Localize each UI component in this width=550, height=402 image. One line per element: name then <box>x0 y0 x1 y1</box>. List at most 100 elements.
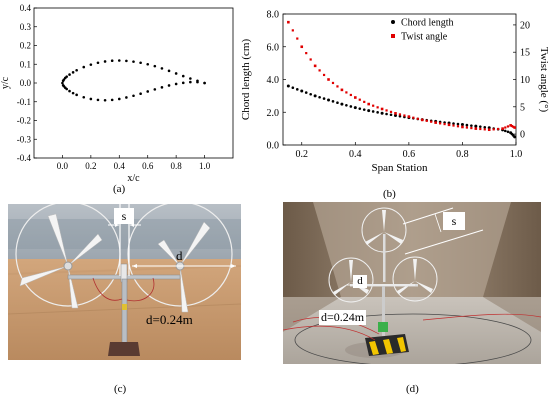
airfoil-point <box>153 64 157 68</box>
chord-length-point <box>349 105 353 108</box>
y-tick-label: -0.2 <box>17 116 31 126</box>
twist-angle-point <box>510 124 514 128</box>
twist-angle-point <box>389 110 393 113</box>
x-tick-label: 0.0 <box>57 161 69 171</box>
twist-angle-point <box>439 122 442 125</box>
airfoil-point <box>89 97 93 101</box>
y-tick-label: -0.4 <box>17 153 32 163</box>
twist-angle-point <box>470 126 473 130</box>
twist-angle-point <box>461 125 464 129</box>
twist-angle-point <box>398 113 402 116</box>
y2-tick-label: 20 <box>520 20 530 31</box>
twist-angle-point <box>376 106 379 109</box>
chord-length-point <box>300 89 304 93</box>
x-tick-label: 0.8 <box>456 149 469 160</box>
panel-d-label: (d) <box>406 383 419 395</box>
panel-a-label: (a) <box>113 183 126 195</box>
twist-angle-point <box>354 96 357 99</box>
twist-angle-point <box>506 125 510 128</box>
chord-length-point <box>340 102 344 106</box>
airfoil-point <box>75 68 78 72</box>
turbine-model-photo: s d d=0.24m <box>8 204 241 360</box>
diameter-d-label: d <box>353 275 367 288</box>
airfoil-point <box>139 61 142 65</box>
chord-twist-chart: 0.2 0.4 0.6 0.8 1.0 0.0 2.0 4.0 6.0 8.0 0 5 10 15 20 Sp… <box>240 10 550 175</box>
airfoil-point <box>132 94 135 98</box>
chord-length-point <box>318 95 321 99</box>
chord-length-point <box>345 103 348 107</box>
distance-label: d=0.24m <box>319 310 367 325</box>
x-tick-label: 0.2 <box>295 149 308 160</box>
chord-length-point <box>353 106 357 110</box>
y-tick-label: -0.1 <box>17 97 31 107</box>
airfoil-point <box>82 95 86 99</box>
x-tick-label: 0.4 <box>114 161 126 171</box>
x-tick-label: 0.8 <box>171 161 183 171</box>
twist-angle-series <box>287 20 516 132</box>
y-tick-label: 4.0 <box>267 75 280 86</box>
airfoil-points <box>61 59 206 102</box>
chart-legend: Chord length Twist angle <box>391 18 454 43</box>
airfoil-axes: 0.0 0.2 0.4 0.6 0.8 1.0 -0.4 -0.3 -0.2 -0.1 0.0 0.1… <box>0 3 234 184</box>
airfoil-point <box>125 96 128 99</box>
twist-angle-point <box>318 69 321 72</box>
twist-angle-point <box>327 78 330 81</box>
chord-length-point <box>456 122 460 126</box>
twist-angle-point <box>340 88 344 92</box>
twist-angle-point <box>385 109 388 112</box>
twist-angle-point <box>403 114 406 117</box>
twist-angle-point <box>358 98 361 101</box>
airfoil-point <box>146 90 150 93</box>
chord-length-point <box>393 114 397 118</box>
airfoil-point <box>71 71 75 74</box>
chord-length-point <box>478 125 482 129</box>
twist-angle-point <box>309 58 312 61</box>
twist-angle-point <box>465 126 469 129</box>
airfoil-point <box>132 60 135 63</box>
airfoil-point <box>181 81 185 85</box>
twist-angle-point <box>504 126 507 129</box>
diameter-d-label: d <box>176 248 183 263</box>
panel-c-label: (c) <box>114 383 127 395</box>
twist-angle-point <box>430 120 433 123</box>
twist-angle-point <box>434 121 437 124</box>
chord-length-point <box>331 100 335 103</box>
chord-twist-axes: 0.2 0.4 0.6 0.8 1.0 0.0 2.0 4.0 6.0 8.0 0 5 10 15 20 Sp… <box>240 10 550 175</box>
turbine-model-illustration <box>8 204 241 360</box>
airfoil-point <box>160 67 164 70</box>
plot-frame <box>282 13 517 146</box>
y-axis-label: y/c <box>0 76 11 89</box>
chord-length-point <box>503 129 507 133</box>
chord-length-point <box>362 108 366 111</box>
twist-angle-point <box>291 29 294 32</box>
legend-marker-twist <box>391 34 395 38</box>
airfoil-point <box>103 98 107 102</box>
twist-angle-point <box>322 73 326 77</box>
chord-length-point <box>371 110 375 113</box>
twist-angle-point <box>443 122 446 126</box>
x-tick-label: 1.0 <box>510 149 523 160</box>
panel-b-label: (b) <box>383 188 396 200</box>
x-tick-label: 0.2 <box>85 161 96 171</box>
airfoil-point <box>196 80 199 84</box>
chord-length-point <box>470 124 473 127</box>
twist-angle-point <box>513 126 516 129</box>
airfoil-point <box>110 98 114 102</box>
twist-angle-point <box>492 128 495 131</box>
airfoil-point <box>174 82 178 86</box>
plot-frame <box>33 7 234 159</box>
spacing-s-label: s <box>443 212 465 230</box>
twist-angle-point <box>305 52 308 55</box>
twist-angle-point <box>512 125 515 128</box>
airfoil-point <box>71 91 75 95</box>
chord-length-point <box>367 109 371 113</box>
chord-length-point <box>483 125 487 129</box>
airfoil-point <box>96 61 100 65</box>
chord-length-point <box>327 98 331 102</box>
twist-angle-point <box>313 64 317 68</box>
airfoil-point <box>167 69 171 73</box>
x-tick-label: 0.4 <box>349 149 362 160</box>
x-axis-label: Span Station <box>372 162 428 174</box>
airfoil-point <box>75 93 78 97</box>
twist-angle-point <box>497 127 500 131</box>
